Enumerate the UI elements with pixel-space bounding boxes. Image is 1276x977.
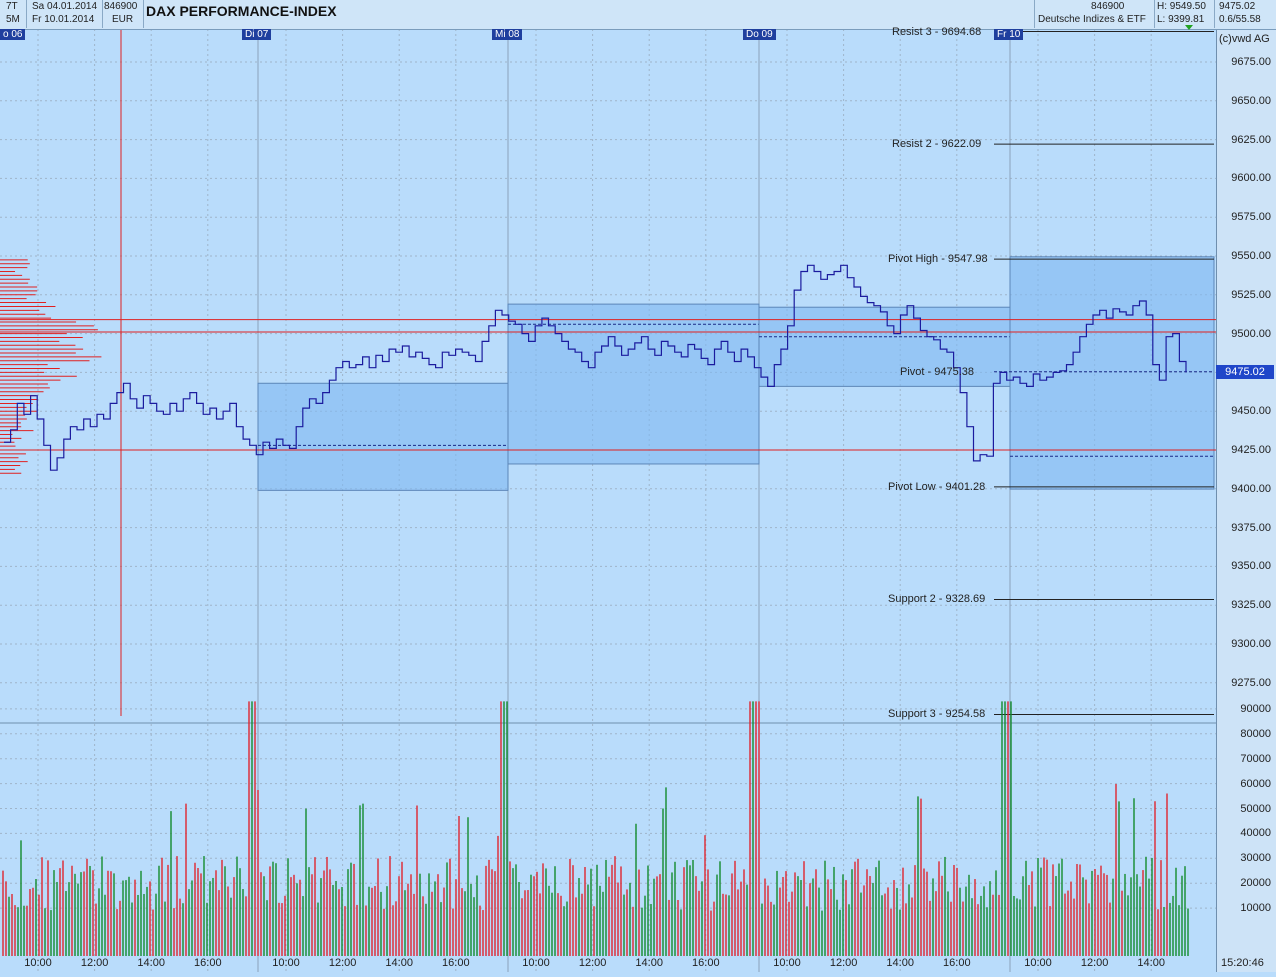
- pivot-level-label: Pivot - 9475.38: [900, 365, 974, 378]
- daily-range-box: [257, 382, 509, 491]
- day-label: Fr 10: [994, 29, 1024, 40]
- date-range-box[interactable]: Sa 04.01.2014 Fr 10.01.2014: [27, 0, 103, 28]
- time-axis-tick: 12:00: [328, 957, 357, 969]
- time-axis-tick: 16:00: [943, 957, 971, 969]
- time-axis-tick: 12:00: [80, 957, 109, 969]
- y-axis-panel: 9675.00 9650.00 9625.00 9600.00 9575.00 9550.…: [1216, 29, 1276, 972]
- day-label: Di 07: [242, 29, 272, 40]
- date-from: Sa 04.01.2014: [32, 1, 98, 12]
- price-axis-tick: 9625.00: [1231, 133, 1271, 146]
- day-label: Mi 08: [492, 29, 523, 40]
- volume-axis-tick: 50000: [1240, 802, 1271, 815]
- copyright-label: (c)vwd AG: [1219, 33, 1270, 45]
- time-axis-tick: 14:00: [1137, 957, 1165, 969]
- time-axis-tick: 16:00: [442, 957, 470, 969]
- day-label: o 06: [0, 29, 26, 40]
- change-label: 0.6/55.58: [1219, 14, 1261, 25]
- daily-range-box: [758, 306, 1011, 387]
- price-axis-tick: 9650.00: [1231, 94, 1271, 107]
- time-axis-tick: 14:00: [385, 957, 413, 969]
- time-axis-tick: 10:00: [24, 957, 52, 969]
- pivot-level-label: Pivot High - 9547.98: [888, 253, 988, 266]
- date-to: Fr 10.01.2014: [32, 14, 95, 25]
- trend-arrow-icon: [1185, 25, 1193, 30]
- last-label: 9475.02: [1219, 1, 1256, 12]
- pivot-level-label: Support 3 - 9254.58: [888, 708, 986, 721]
- time-axis-tick: 14:00: [137, 957, 165, 969]
- pivot-level-label: Pivot Low - 9401.28: [888, 480, 986, 493]
- day-label: Do 09: [743, 29, 776, 40]
- price-axis-tick: 9600.00: [1231, 172, 1271, 185]
- instrument-info-box: 846900 Deutsche Indizes & ETF: [1034, 0, 1155, 28]
- price-line: [4, 264, 1187, 471]
- pivot-level-label: Support 2 - 9328.69: [888, 593, 986, 606]
- time-axis-tick: 10:00: [773, 957, 801, 969]
- price-axis-tick: 9375.00: [1231, 521, 1271, 534]
- clock-label: 15:20:46: [1221, 957, 1264, 969]
- time-axis-tick: 14:00: [635, 957, 663, 969]
- time-axis-tick: 10:00: [1024, 957, 1052, 969]
- volume-axis-tick: 60000: [1240, 777, 1271, 790]
- time-axis-tick: 12:00: [829, 957, 858, 969]
- price-axis-tick: 9400.00: [1231, 482, 1271, 495]
- price-axis-tick: 9275.00: [1231, 676, 1271, 689]
- high-low-box: H: 9549.50 L: 9399.81: [1154, 0, 1215, 28]
- volume-axis-tick: 70000: [1240, 752, 1271, 765]
- high-label: H: 9549.50: [1157, 1, 1206, 12]
- price-axis-tick: 9325.00: [1231, 599, 1271, 612]
- price-axis-tick: 9350.00: [1231, 560, 1271, 573]
- chart-header: 7T 5M Sa 04.01.2014 Fr 10.01.2014 846900…: [0, 0, 1276, 30]
- pivot-level-label: Resist 3 - 9694.68: [892, 26, 982, 38]
- time-axis-tick: 10:00: [272, 957, 300, 969]
- price-axis-tick: 9425.00: [1231, 444, 1271, 456]
- price-volume-chart[interactable]: [0, 29, 1216, 972]
- currency-label: EUR: [112, 14, 134, 25]
- period-label: 7T: [6, 1, 18, 12]
- volume-axis-tick: 20000: [1240, 877, 1271, 890]
- volume-axis-tick: 80000: [1240, 727, 1271, 740]
- price-axis-tick: 9500.00: [1231, 327, 1271, 340]
- volume-axis-tick: 90000: [1240, 702, 1271, 715]
- time-axis-tick: 12:00: [1080, 957, 1109, 969]
- daily-range-box: [507, 303, 760, 465]
- time-axis-tick: 16:00: [692, 957, 720, 969]
- low-label: L: 9399.81: [1157, 14, 1205, 25]
- interval-label: 5M: [6, 14, 20, 25]
- price-axis-tick: 9575.00: [1231, 211, 1271, 224]
- last-price-marker: 9475.02: [1216, 365, 1274, 380]
- pivot-level-label: Resist 2 - 9622.09: [892, 138, 982, 151]
- plot-area[interactable]: [0, 29, 1216, 972]
- price-axis-tick: 9525.00: [1231, 288, 1271, 301]
- instrument-title: DAX PERFORMANCE-INDEX: [146, 3, 337, 19]
- time-axis-tick: 14:00: [886, 957, 914, 969]
- wkn-box: 846900 EUR: [103, 0, 144, 28]
- price-axis-tick: 9450.00: [1231, 405, 1271, 418]
- last-box: 9475.02 0.6/55.58: [1215, 0, 1275, 28]
- price-axis-tick: 9675.00: [1231, 56, 1271, 68]
- volume-axis-tick: 10000: [1240, 902, 1271, 915]
- price-axis-tick: 9300.00: [1231, 638, 1271, 650]
- period-box[interactable]: 7T 5M: [0, 0, 27, 28]
- wkn-label: 846900: [104, 1, 138, 12]
- wkn-right-label: 846900: [1091, 1, 1125, 12]
- price-axis-tick: 9550.00: [1231, 250, 1271, 262]
- daily-range-box: [1009, 256, 1215, 490]
- volume-axis-tick: 30000: [1240, 852, 1271, 865]
- time-axis-tick: 12:00: [578, 957, 607, 969]
- time-axis-tick: 16:00: [194, 957, 222, 969]
- time-axis-tick: 10:00: [522, 957, 550, 969]
- category-label: Deutsche Indizes & ETF: [1038, 14, 1146, 25]
- volume-axis-tick: 40000: [1240, 827, 1271, 840]
